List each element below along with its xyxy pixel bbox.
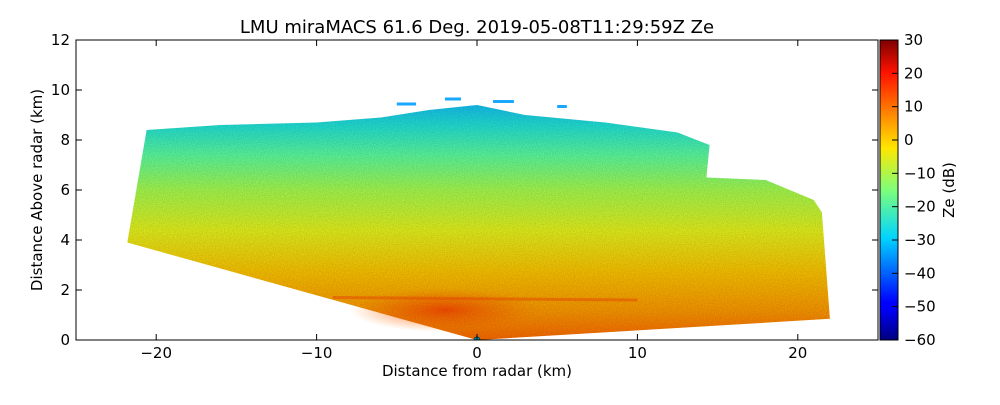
cloud-top-streak — [444, 97, 461, 101]
plot-area — [127, 97, 830, 340]
colorbar — [879, 39, 899, 341]
x-tick-label: −20 — [140, 344, 172, 362]
colorbar-tick-label: −20 — [904, 198, 936, 216]
y-axis-label: Distance Above radar (km) — [28, 89, 46, 291]
x-tick-label: 0 — [472, 344, 482, 362]
y-tick-label: 4 — [60, 231, 70, 249]
x-axis: −20 −10 0 10 20 — [140, 40, 807, 362]
cloud-top-streak — [396, 102, 417, 106]
y-tick-label: 12 — [51, 31, 70, 49]
colorbar-tick-label: −40 — [904, 264, 936, 282]
y-tick-label: 10 — [51, 81, 70, 99]
colorbar-tick-label: 0 — [904, 131, 914, 149]
colorbar-tick-label: −10 — [904, 164, 936, 182]
colorbar-tick-label: 20 — [904, 64, 923, 82]
x-tick-label: −10 — [301, 344, 333, 362]
x-tick-label: 10 — [628, 344, 647, 362]
colorbar-tick-label: 10 — [904, 98, 923, 116]
x-tick-label: 20 — [788, 344, 807, 362]
colorbar-tick-label: 30 — [904, 31, 923, 49]
chart-title: LMU miraMACS 61.6 Deg. 2019-05-08T11:29:… — [240, 17, 714, 38]
speckle-texture — [127, 105, 830, 340]
y-tick-label: 2 — [60, 281, 70, 299]
colorbar-tick-label: −60 — [904, 331, 936, 349]
x-axis-label: Distance from radar (km) — [382, 362, 572, 380]
colorbar-label: Ze (dB) — [940, 162, 958, 218]
cloud-top-streak — [493, 100, 514, 103]
y-tick-label: 0 — [60, 331, 70, 349]
y-axis: 0 2 4 6 8 10 12 — [51, 31, 878, 349]
colorbar-tick-label: −30 — [904, 231, 936, 249]
y-tick-label: 8 — [60, 131, 70, 149]
colorbar-ticks: −60 −50 −40 −30 −20 −10 0 10 20 30 — [892, 31, 936, 349]
cloud-top-streak — [557, 105, 567, 108]
y-tick-label: 6 — [60, 181, 70, 199]
colorbar-tick-label: −50 — [904, 298, 936, 316]
